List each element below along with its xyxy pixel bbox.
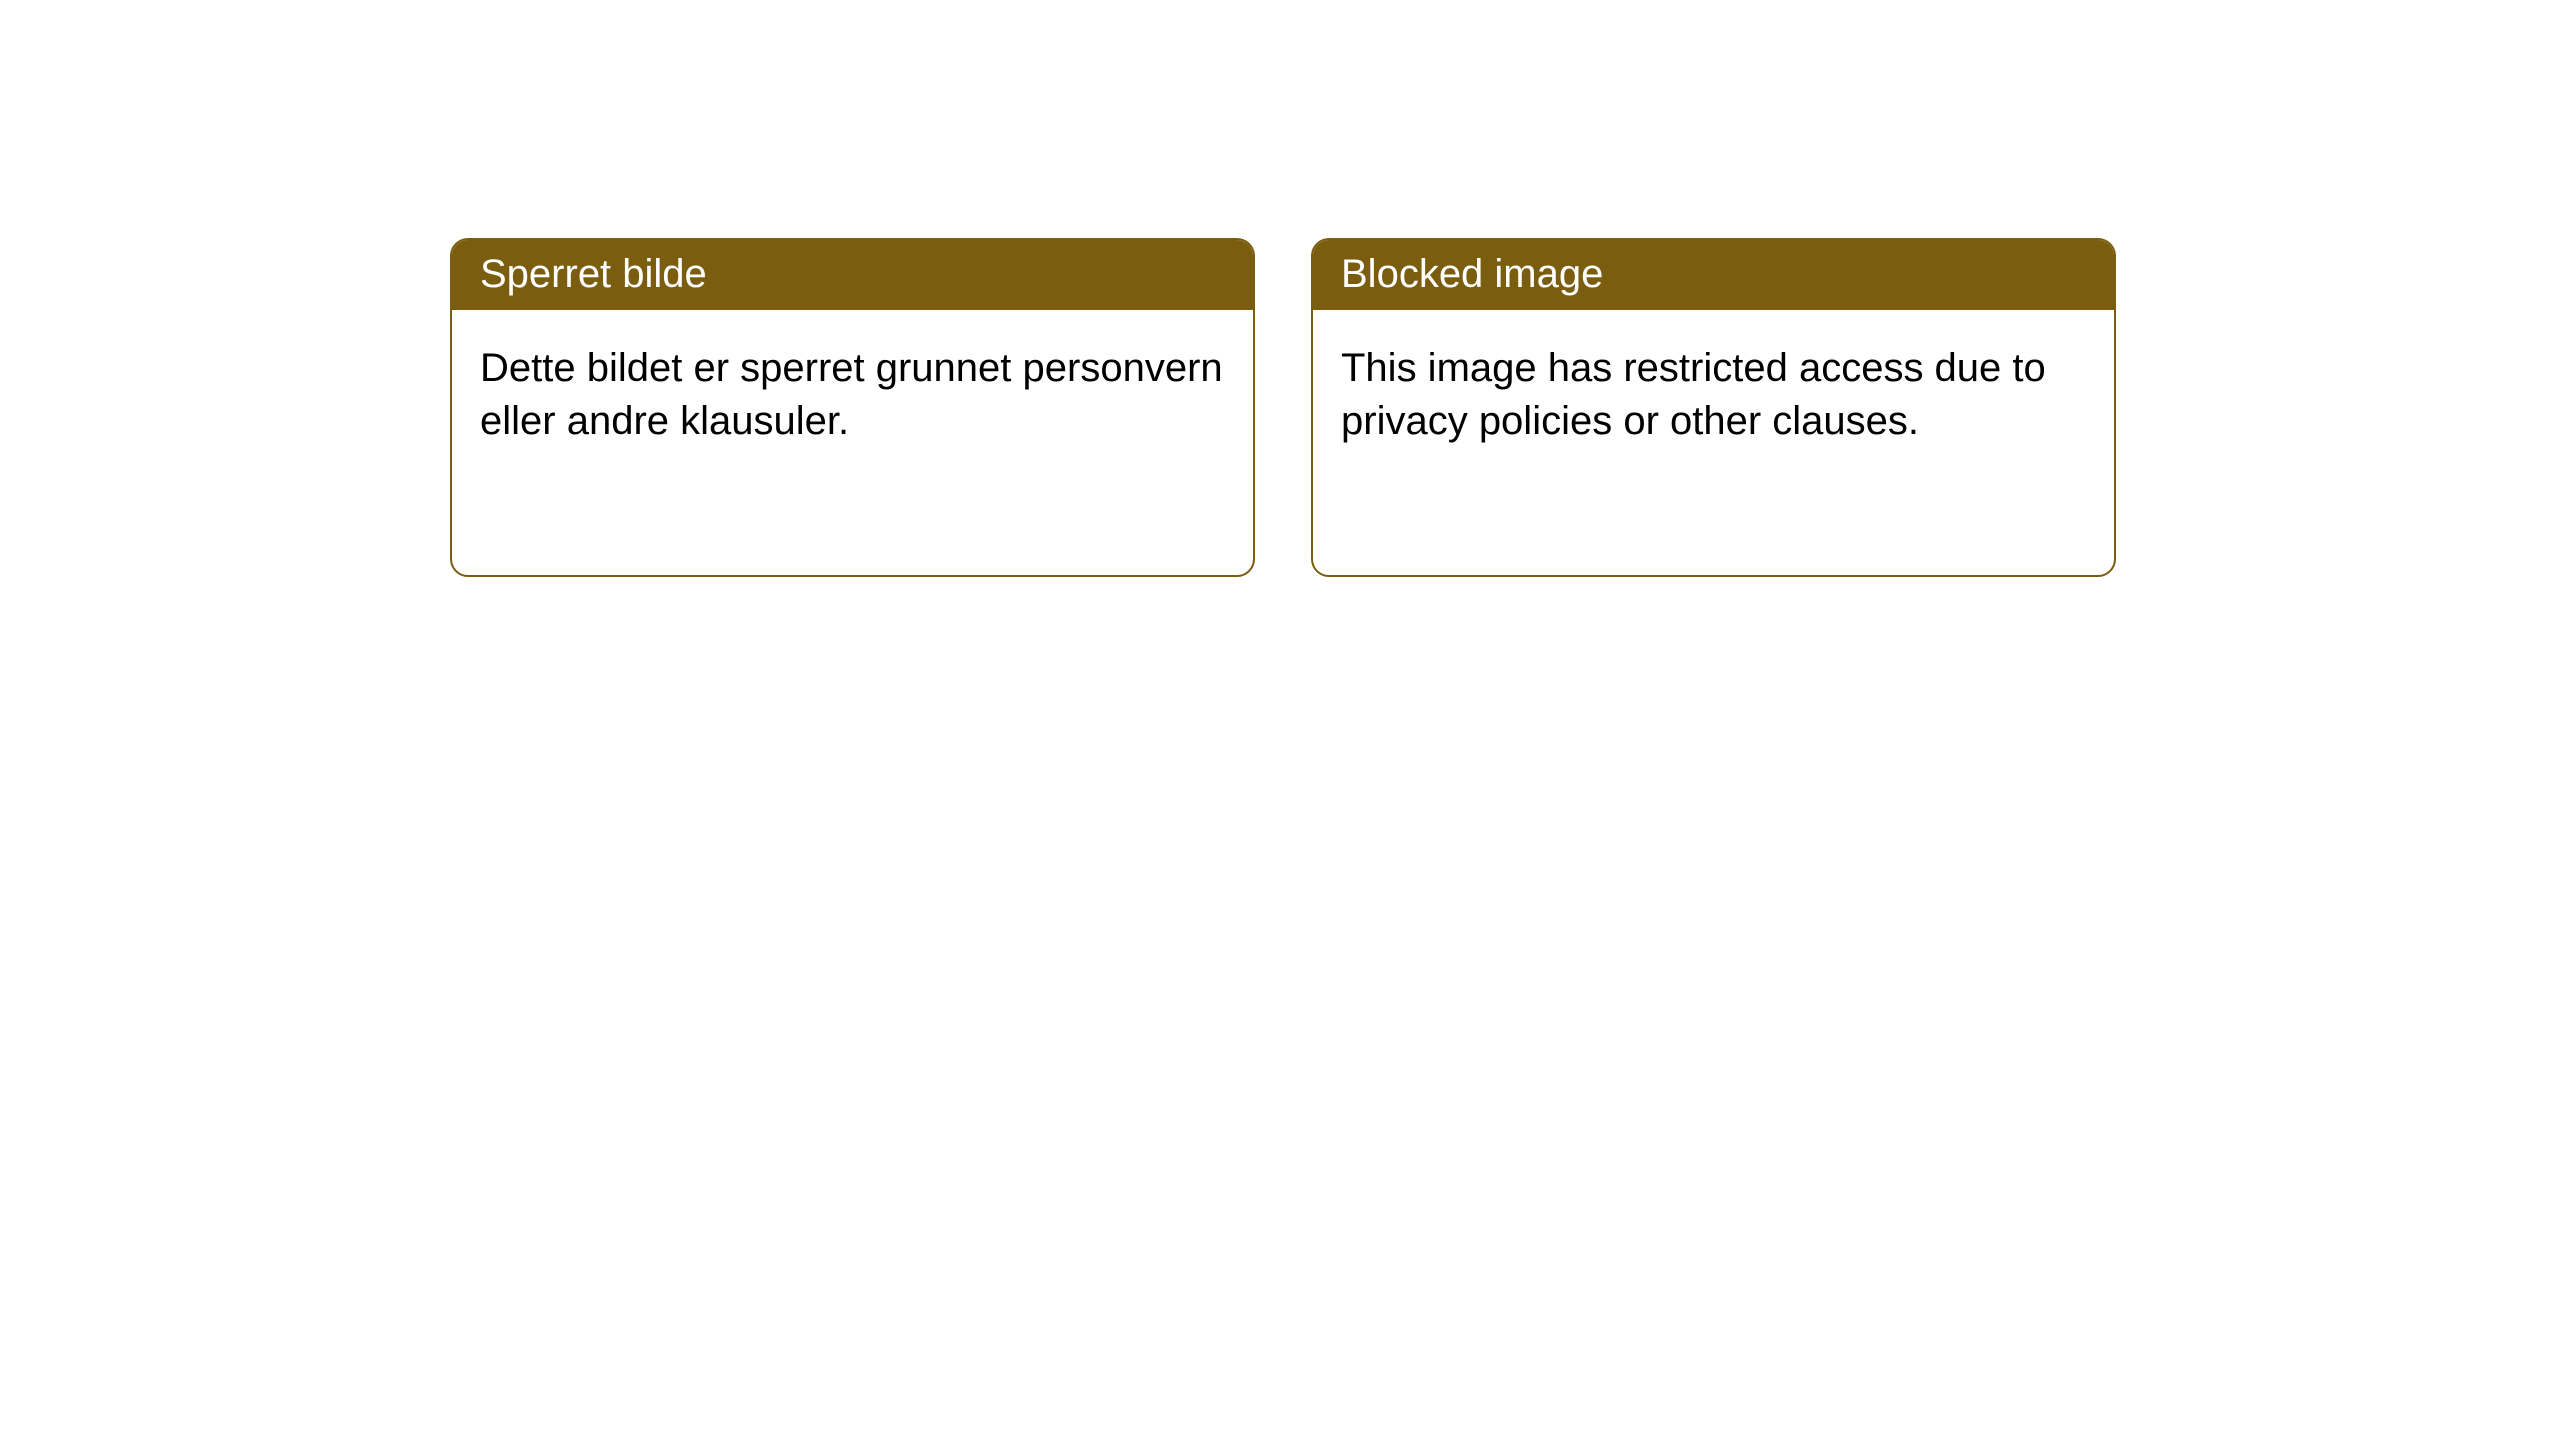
card-body: This image has restricted access due to …	[1313, 310, 2114, 575]
notice-card-english: Blocked image This image has restricted …	[1311, 238, 2116, 577]
card-title: Sperret bilde	[452, 240, 1253, 310]
card-body: Dette bildet er sperret grunnet personve…	[452, 310, 1253, 575]
notice-card-norwegian: Sperret bilde Dette bildet er sperret gr…	[450, 238, 1255, 577]
card-title: Blocked image	[1313, 240, 2114, 310]
notice-container: Sperret bilde Dette bildet er sperret gr…	[0, 0, 2560, 577]
